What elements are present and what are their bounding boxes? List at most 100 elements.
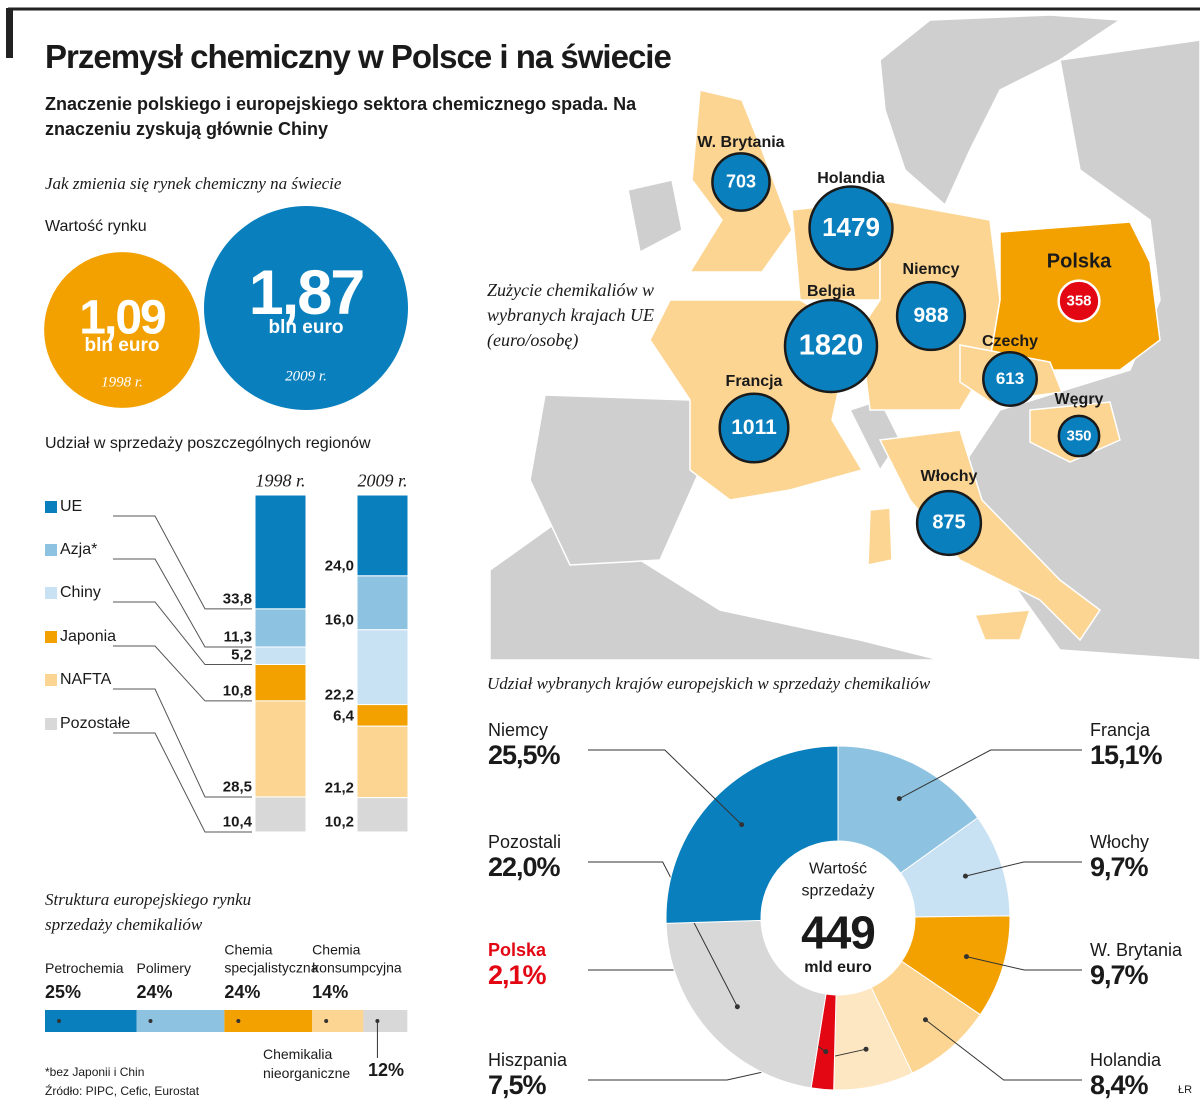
author: ŁR [1178, 1084, 1193, 1096]
legend-swatch [45, 631, 57, 643]
bar-segment [356, 575, 409, 631]
value-label: 2,1% [488, 960, 547, 990]
year-label: 1998 r. [101, 374, 143, 391]
category-label: Włochy [1090, 832, 1150, 852]
country-label: Włochy [920, 467, 978, 485]
dot [734, 1004, 740, 1010]
legend-label: Azja* [60, 540, 98, 558]
leader-line [965, 861, 1082, 877]
bar-segment [254, 700, 307, 798]
value-label: 9,7% [1090, 852, 1149, 882]
category-label: Hiszpania [488, 1050, 568, 1070]
value-bubble [808, 185, 894, 271]
leader-line [113, 732, 252, 833]
country-label: Belgia [806, 282, 856, 300]
value-label: 613 [995, 369, 1025, 389]
donut-hole [761, 841, 915, 995]
unit-label: bln euro [268, 317, 344, 339]
value-circle [204, 206, 408, 410]
leader-line [113, 515, 252, 610]
dot [962, 873, 968, 879]
dot [863, 1046, 869, 1052]
center-label: Wartość sprzedaży [801, 860, 875, 899]
dot [896, 796, 902, 802]
value-label: 988 [913, 303, 949, 327]
legend-label: NAFTA [60, 670, 112, 688]
leader-line [966, 956, 1082, 971]
value-label: 10,4 [222, 813, 252, 831]
legend-label: Pozostałe [60, 714, 131, 732]
category-label: Niemcy [488, 720, 549, 740]
category-label: 2009 r. [357, 470, 408, 491]
legend-swatch [45, 674, 57, 686]
chart-title: Jak zmienia się rynek chemiczny na świec… [45, 174, 342, 193]
chart-title: Udział w sprzedaży poszczególnych region… [45, 435, 371, 452]
bar-segment [356, 797, 409, 833]
category-label: Chemia specjalistyczna [224, 941, 319, 976]
category-label: Chemia konsumpcyjna [312, 941, 402, 976]
bar-segment [254, 608, 307, 648]
value-label: 25% [45, 982, 82, 1002]
value-label: 14% [312, 982, 349, 1002]
leader-line [588, 861, 738, 1007]
bar-segment [254, 646, 307, 666]
dot [324, 1019, 329, 1023]
value-label: 1479 [822, 212, 880, 243]
leader-line [113, 688, 252, 798]
country [867, 507, 893, 566]
leader-line [113, 645, 252, 702]
value-label: 21,2 [324, 779, 354, 796]
category-label: Polska [488, 940, 547, 960]
category-label: Polimery [136, 959, 191, 976]
bar-segment [363, 1010, 408, 1032]
leader-line [925, 1019, 1082, 1081]
value-label: 7,5% [488, 1070, 547, 1100]
chart-title: Zużycie chemikaliów w wybranych krajach … [487, 280, 654, 351]
value-label: 1011 [731, 415, 777, 439]
subtitle: Znaczenie polskiego i europejskiego sekt… [45, 94, 637, 140]
total-value: 449 [801, 906, 876, 959]
corner-bar [6, 8, 13, 58]
bar-segment [254, 664, 307, 702]
value-label: 24% [136, 982, 173, 1002]
country-label: Czechy [981, 332, 1039, 350]
category-label: Francja [1090, 720, 1151, 740]
value-label: 12% [368, 1060, 405, 1080]
leader-line [113, 601, 252, 666]
source: Źródło: PIPC, Cefic, Eurostat [45, 1084, 200, 1098]
leader-line [899, 749, 1082, 800]
value-label: 1,87 [248, 257, 366, 328]
value-label: 5,2 [231, 645, 252, 663]
category-label: W. Brytania [1090, 940, 1183, 960]
dot [148, 1019, 153, 1023]
chart-title: Udział wybranych krajów europejskich w s… [487, 674, 931, 693]
bar-segment [356, 704, 409, 727]
category-label: Holandia [1090, 1050, 1162, 1070]
dot [236, 1019, 241, 1023]
country-label: Holandia [817, 169, 885, 187]
category-label: 1998 r. [255, 470, 306, 491]
value-label: 1,09 [79, 291, 166, 345]
country-label: Polska [1046, 250, 1112, 273]
legend-swatch [45, 544, 57, 556]
bar-segment [136, 1010, 225, 1032]
category-label: Pozostali [488, 832, 562, 852]
value-label: 9,7% [1090, 960, 1149, 990]
value-label: 11,3 [223, 628, 252, 646]
value-label: 15,1% [1090, 740, 1163, 770]
legend-label: Japonia [60, 627, 117, 645]
value-bubble [1057, 414, 1101, 458]
dot [963, 954, 969, 960]
value-label: 33,8 [222, 590, 252, 608]
chart-label: Wartość rynku [45, 218, 147, 235]
value-label: 16,0 [324, 611, 354, 629]
value-label: 350 [1066, 427, 1092, 445]
legend-label: Chiny [60, 583, 101, 601]
legend-swatch [45, 718, 57, 730]
value-label: 25,5% [488, 740, 561, 770]
value-label: 10,8 [222, 682, 252, 700]
land [959, 39, 1200, 661]
land [879, 14, 1123, 207]
